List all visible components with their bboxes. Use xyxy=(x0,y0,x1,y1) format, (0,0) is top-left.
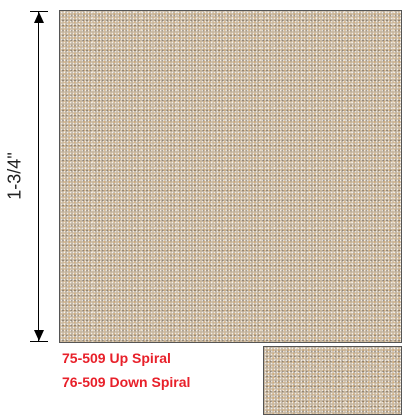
product-label-up-spiral: 75-509 Up Spiral xyxy=(62,350,171,366)
dimension-arrow-down xyxy=(34,330,44,341)
product-label-down-spiral: 76-509 Down Spiral xyxy=(62,374,191,390)
dimension-tick-top xyxy=(30,11,48,12)
dimension-tick-bottom xyxy=(30,341,48,342)
dimension-arrow-up xyxy=(34,12,44,23)
dimension-line xyxy=(38,11,39,342)
granite-sample-side xyxy=(263,346,402,415)
granite-sample-main xyxy=(59,10,402,343)
dimension-label: 1-3/4" xyxy=(4,152,25,200)
